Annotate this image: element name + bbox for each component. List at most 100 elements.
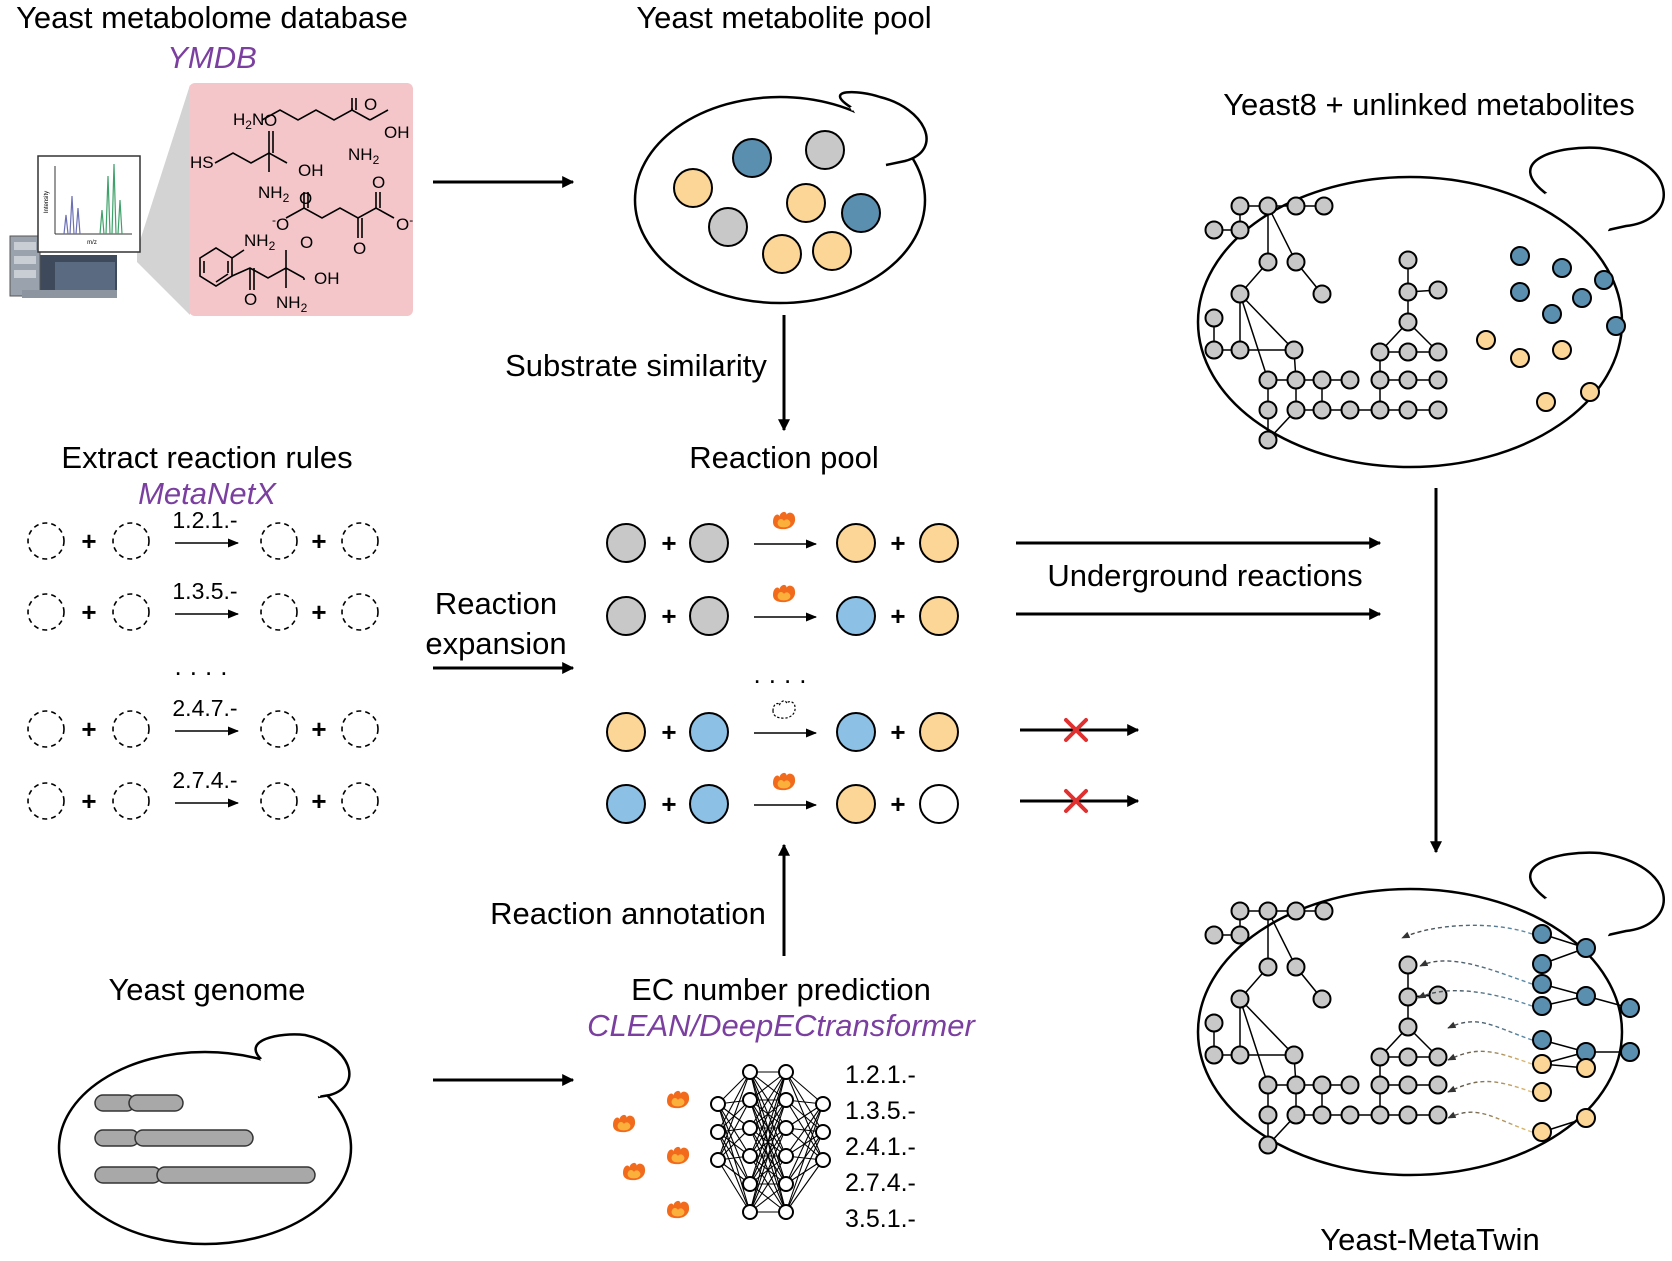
svg-text:NH2: NH2 xyxy=(258,183,290,205)
unlinked-metabolite xyxy=(1552,258,1572,278)
network-node xyxy=(1428,1075,1448,1095)
flame-icon xyxy=(773,511,796,530)
metatwin-title: Yeast-MetaTwin xyxy=(1320,1222,1539,1257)
ec-prediction-panel: EC number prediction CLEAN/DeepECtransfo… xyxy=(587,972,976,1233)
network-node xyxy=(1370,342,1390,362)
metabolite-pool-title: Yeast metabolite pool xyxy=(636,0,931,35)
metabolite-circle xyxy=(786,183,826,223)
predicted-ec-number: 1.3.5.- xyxy=(845,1097,916,1125)
svg-text:O: O xyxy=(353,239,366,258)
network-node xyxy=(1370,370,1390,390)
reject-x-icon xyxy=(1064,718,1088,742)
cell-outline-icon xyxy=(633,95,927,305)
metabolite-circle xyxy=(708,207,748,247)
metabolic-network-icon xyxy=(1204,196,1448,450)
network-node xyxy=(1230,196,1250,216)
dashed-circle-icon xyxy=(341,522,379,560)
network-node xyxy=(1370,1075,1390,1095)
link-arrow xyxy=(1447,1050,1533,1065)
ec-number-label: 1.2.1.- xyxy=(172,507,237,533)
network-node xyxy=(1428,342,1448,362)
dashed-circle-icon xyxy=(341,710,379,748)
network-node xyxy=(1340,400,1360,420)
nn-node xyxy=(778,1148,794,1164)
network-node xyxy=(1230,925,1250,945)
network-node xyxy=(1258,957,1278,977)
flame-icon xyxy=(613,1114,636,1133)
unlinked-metabolite xyxy=(1552,340,1572,360)
linked-metabolite xyxy=(1532,1082,1552,1102)
dashed-circle-icon xyxy=(260,593,298,631)
svg-text:NH2: NH2 xyxy=(348,145,380,167)
metabolite-circle xyxy=(841,193,881,233)
ec-prediction-source: CLEAN/DeepECtransformer xyxy=(587,1008,976,1043)
plus-icon: + xyxy=(661,601,676,631)
metabolite-circle xyxy=(812,231,852,271)
plus-icon: + xyxy=(661,789,676,819)
cell-bud-icon xyxy=(1529,146,1665,232)
substrate-circle xyxy=(606,523,646,563)
predicted-ec-number: 1.2.1.- xyxy=(845,1061,916,1089)
network-node xyxy=(1204,925,1224,945)
reaction-pool-ellipsis: .... xyxy=(754,659,815,689)
nn-node xyxy=(742,1092,758,1108)
network-node xyxy=(1398,250,1418,270)
network-node xyxy=(1428,400,1448,420)
unlinked-metabolite xyxy=(1606,316,1626,336)
spectrum-x-axis-label: m/z xyxy=(87,240,97,246)
network-node xyxy=(1398,1105,1418,1125)
network-node xyxy=(1258,370,1278,390)
network-node xyxy=(1230,340,1250,360)
nn-node xyxy=(742,1120,758,1136)
nn-node xyxy=(815,1096,831,1112)
svg-text:O: O xyxy=(372,173,385,192)
unlinked-metabolite xyxy=(1510,282,1530,302)
ec-number-label: 1.3.5.- xyxy=(172,578,237,604)
linked-metabolite xyxy=(1532,974,1552,994)
reaction-expansion-label-line1: Reaction xyxy=(435,586,557,621)
reaction-rule-list: +1.2.1.- + +1.3.5.- + +2.4.7.- + +2.7.4.- + xyxy=(27,507,379,820)
dashed-circle-icon xyxy=(27,522,65,560)
network-node xyxy=(1340,1105,1360,1125)
unlinked-metabolite xyxy=(1572,288,1592,308)
network-node xyxy=(1312,1075,1332,1095)
reject-x-icon xyxy=(1064,789,1088,813)
link-arrow xyxy=(1417,989,1533,1007)
reaction-rule-row: +2.7.4.- + xyxy=(27,767,379,820)
metabolite-circle xyxy=(673,168,713,208)
svg-text:H2N: H2N xyxy=(233,110,264,132)
nn-node xyxy=(710,1096,726,1112)
reaction-rules-title: Extract reaction rules xyxy=(61,440,352,475)
network-node xyxy=(1398,400,1418,420)
linked-metabolite xyxy=(1532,1054,1552,1074)
dashed-flame-icon xyxy=(772,700,796,719)
reaction-rule-row: +1.2.1.- + xyxy=(27,507,379,560)
rules-ellipsis: .... xyxy=(175,651,236,681)
substrate-circle xyxy=(606,712,646,752)
substrate-circle xyxy=(606,596,646,636)
ec-prediction-title: EC number prediction xyxy=(631,972,931,1007)
metabolite-pool-cell: Yeast metabolite pool xyxy=(633,0,932,305)
substrate-similarity-label: Substrate similarity xyxy=(505,348,767,383)
network-node xyxy=(1398,370,1418,390)
nn-node xyxy=(778,1120,794,1136)
network-node xyxy=(1370,400,1390,420)
network-node xyxy=(1312,370,1332,390)
chemical-structures-panel xyxy=(189,83,413,316)
svg-text:OH: OH xyxy=(298,161,324,180)
dashed-circle-icon xyxy=(112,593,150,631)
reaction-row: + + xyxy=(606,700,959,752)
product-circle xyxy=(919,784,959,824)
reaction-row: + + xyxy=(606,511,959,563)
chromosome-icon xyxy=(94,1094,316,1184)
neural-network-icon xyxy=(710,1064,831,1220)
network-node xyxy=(1258,1135,1278,1155)
substrate-circle xyxy=(689,712,729,752)
svg-text:O: O xyxy=(364,95,377,114)
product-circle xyxy=(919,523,959,563)
linked-metabolites xyxy=(1401,924,1640,1142)
product-circle xyxy=(836,784,876,824)
dashed-circle-icon xyxy=(112,782,150,820)
network-node xyxy=(1312,989,1332,1009)
